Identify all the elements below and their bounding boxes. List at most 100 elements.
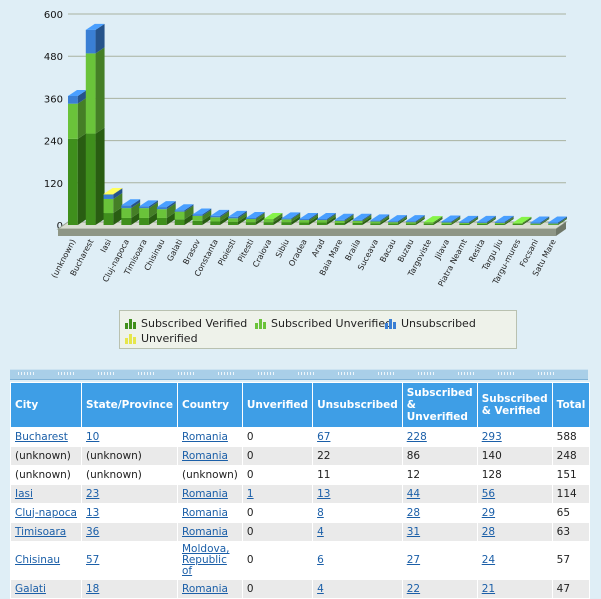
bar-segment — [174, 210, 185, 212]
city-link[interactable]: Chisinau — [15, 554, 61, 566]
sub_unverified-link[interactable]: 27 — [406, 554, 421, 566]
bar-top — [317, 213, 336, 220]
legend-item-subscribed-verified[interactable]: Subscribed Verified — [125, 317, 247, 330]
sub_unverified-link[interactable]: 22 — [406, 582, 421, 595]
unverified-value: 0 — [246, 554, 254, 566]
bar-segment — [405, 223, 416, 225]
country-link[interactable]: Romania — [182, 430, 228, 443]
sub_unverified-link[interactable]: 31 — [406, 525, 421, 538]
unverified-link[interactable]: 1 — [246, 487, 254, 500]
table-cell-city: (unknown) — [10, 446, 82, 466]
bar-segment-side — [397, 215, 407, 223]
bar-segment — [192, 215, 203, 221]
bar-segment — [548, 224, 558, 225]
table-cell-unverified: 0 — [241, 446, 314, 466]
table-row: Iasi 23 Romania 1 13 44 56 114 — [10, 484, 591, 504]
country-link[interactable]: Romania — [182, 506, 228, 519]
bar-segment — [388, 222, 398, 224]
city-link[interactable]: Bucharest — [15, 430, 68, 443]
bar-segment-side — [415, 215, 425, 223]
table-cell-city: Galati — [10, 579, 82, 599]
x-tick-label: Galati — [165, 238, 184, 263]
column-header-subscribed-verified[interactable]: Subscribed & Verified — [476, 382, 553, 428]
unsubscribed-link[interactable]: 4 — [317, 525, 324, 538]
bar-segment-side — [344, 213, 354, 221]
bar-segment-side — [540, 218, 550, 225]
bar-segment-side — [308, 214, 318, 223]
table-cell-state: 23 — [81, 484, 178, 504]
sub_unverified-link[interactable]: 228 — [406, 430, 427, 443]
bar-top — [477, 215, 496, 222]
table-cell-unsubscribed: 4 — [312, 522, 403, 542]
state-link[interactable]: 18 — [86, 582, 100, 595]
bar-segment — [334, 219, 345, 221]
bar-segment-side — [326, 213, 336, 221]
city-value: (unknown) — [15, 449, 71, 462]
sub_verified-link[interactable]: 28 — [481, 525, 496, 538]
x-tick-label: Braila — [343, 238, 362, 263]
city-link[interactable]: Iasi — [15, 487, 33, 500]
city-link[interactable]: Galati — [15, 582, 46, 595]
city-link[interactable]: Timisoara — [15, 525, 67, 538]
country-link[interactable]: Romania — [182, 582, 228, 595]
sub_unverified-link[interactable]: 44 — [406, 487, 421, 500]
table-cell-sub-verified: 128 — [476, 465, 553, 485]
table-cell-sub-verified: 56 — [476, 484, 553, 504]
column-header-unsubscribed[interactable]: Unsubscribed — [312, 382, 403, 428]
table-cell-total: 47 — [551, 579, 591, 599]
bar-segment — [85, 133, 96, 225]
state-link[interactable]: 13 — [86, 506, 100, 519]
table-cell-state: 18 — [81, 579, 178, 599]
bar-segment-side — [504, 215, 514, 223]
bar-top — [121, 199, 141, 206]
sub_verified-link[interactable]: 293 — [481, 430, 502, 443]
country-link[interactable]: Romania — [182, 525, 228, 538]
column-header-state[interactable]: State/Province — [81, 382, 178, 428]
sub_verified-link[interactable]: 21 — [481, 582, 496, 595]
table-cell-total: 248 — [551, 446, 591, 466]
sub_unverified-value: 86 — [406, 449, 421, 462]
unsubscribed-link[interactable]: 67 — [317, 430, 331, 443]
total-value: 114 — [556, 487, 577, 500]
x-axis-tick-labels: (unknown)Bucharest IasiCluj-napocaTimisoa… — [50, 237, 558, 288]
unsubscribed-link[interactable]: 13 — [317, 487, 331, 500]
state-link[interactable]: 23 — [86, 487, 100, 500]
bar-segment-side — [522, 216, 532, 224]
unsubscribed-link[interactable]: 6 — [317, 554, 324, 566]
state-link[interactable]: 10 — [86, 430, 100, 443]
bar-segment — [121, 208, 132, 218]
column-header-total[interactable]: Total — [551, 382, 591, 428]
column-header-city[interactable]: City — [10, 382, 82, 428]
legend-item-subscribed-unverified[interactable]: Subscribed Unverified — [255, 317, 392, 330]
sub_verified-link[interactable]: 24 — [481, 554, 496, 566]
sub_verified-link[interactable]: 56 — [481, 487, 496, 500]
legend-item-unverified[interactable]: Unverified — [125, 332, 198, 345]
legend-swatch-icon — [385, 318, 396, 329]
table-cell-state: (unknown) — [81, 465, 178, 485]
sub_verified-link[interactable]: 29 — [481, 506, 496, 519]
y-tick-label: 120 — [44, 179, 63, 190]
column-header-subscribed-unverified[interactable]: Subscribed & Unverified — [401, 382, 478, 428]
bar-segment — [85, 29, 96, 54]
bar-segment-side — [202, 208, 212, 216]
city-link[interactable]: Cluj-napoca — [15, 506, 77, 519]
table-cell-unsubscribed: 11 — [312, 465, 403, 485]
bar-segment-side — [166, 201, 176, 210]
country-link[interactable]: Romania — [182, 449, 228, 462]
bar-segment-side — [451, 217, 461, 225]
sub_unverified-link[interactable]: 28 — [406, 506, 421, 519]
bar-segment-side — [415, 217, 425, 225]
column-header-country[interactable]: Country — [177, 382, 243, 428]
state-link[interactable]: 36 — [86, 525, 100, 538]
legend-item-unsubscribed[interactable]: Unsubscribed — [385, 317, 476, 330]
unsubscribed-link[interactable]: 4 — [317, 582, 324, 595]
unsubscribed-link[interactable]: 8 — [317, 506, 324, 519]
bar-segment-side — [540, 216, 550, 224]
column-header-unverified[interactable]: Unverified — [241, 382, 314, 428]
state-link[interactable]: 57 — [86, 554, 100, 566]
country-link[interactable]: Romania — [182, 487, 228, 500]
chart-bars — [68, 23, 567, 225]
bar-segment-side — [308, 216, 318, 225]
bar-segment-side — [486, 217, 496, 225]
country-link[interactable]: Moldova, Republic of — [182, 543, 230, 577]
